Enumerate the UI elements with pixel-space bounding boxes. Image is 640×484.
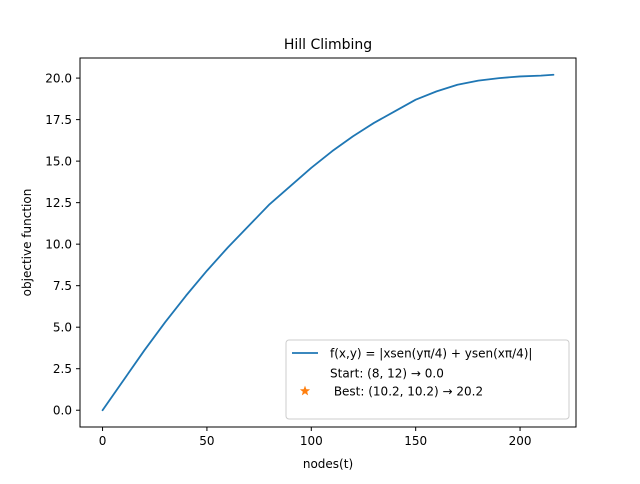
y-tick-label: 7.5	[53, 279, 72, 293]
x-axis-label: nodes(t)	[303, 457, 353, 471]
y-tick-label: 20.0	[45, 72, 72, 86]
legend-label: Best: (10.2, 10.2) → 20.2	[330, 385, 483, 399]
x-tick-label: 50	[199, 434, 214, 448]
legend-label: Start: (8, 12) → 0.0	[330, 367, 444, 381]
series-layer	[101, 73, 555, 412]
x-tick-label: 100	[300, 434, 323, 448]
x-axis-ticks: 0 50 100 150 200	[99, 427, 532, 448]
chart-title: Hill Climbing	[284, 37, 372, 53]
x-tick-label: 200	[509, 434, 532, 448]
y-tick-label: 10.0	[45, 238, 72, 252]
y-tick-label: 0.0	[53, 404, 72, 418]
y-axis-label: objective function	[20, 189, 34, 297]
y-tick-label: 12.5	[45, 196, 72, 210]
legend-swatch-star	[299, 385, 311, 396]
plot-frame	[79, 57, 577, 428]
y-tick-label: 17.5	[45, 113, 72, 127]
legend-label: f(x,y) = |xsen(yπ/4) + ysen(xπ/4)|	[330, 347, 532, 361]
y-tick-label: 2.5	[53, 362, 72, 376]
y-tick-label: 5.0	[53, 321, 72, 335]
legend-box	[285, 339, 570, 420]
y-tick-label: 15.0	[45, 155, 72, 169]
x-tick-label: 150	[404, 434, 427, 448]
x-tick-label: 0	[99, 434, 107, 448]
legend: f(x,y) = |xsen(yπ/4) + ysen(xπ/4)| Start:…	[285, 339, 570, 420]
y-axis-ticks: 0.0 2.5 5.0 7.5 10.0 12.5 15.0 17.5 20.0	[45, 72, 80, 418]
series-line-0	[101, 73, 555, 412]
